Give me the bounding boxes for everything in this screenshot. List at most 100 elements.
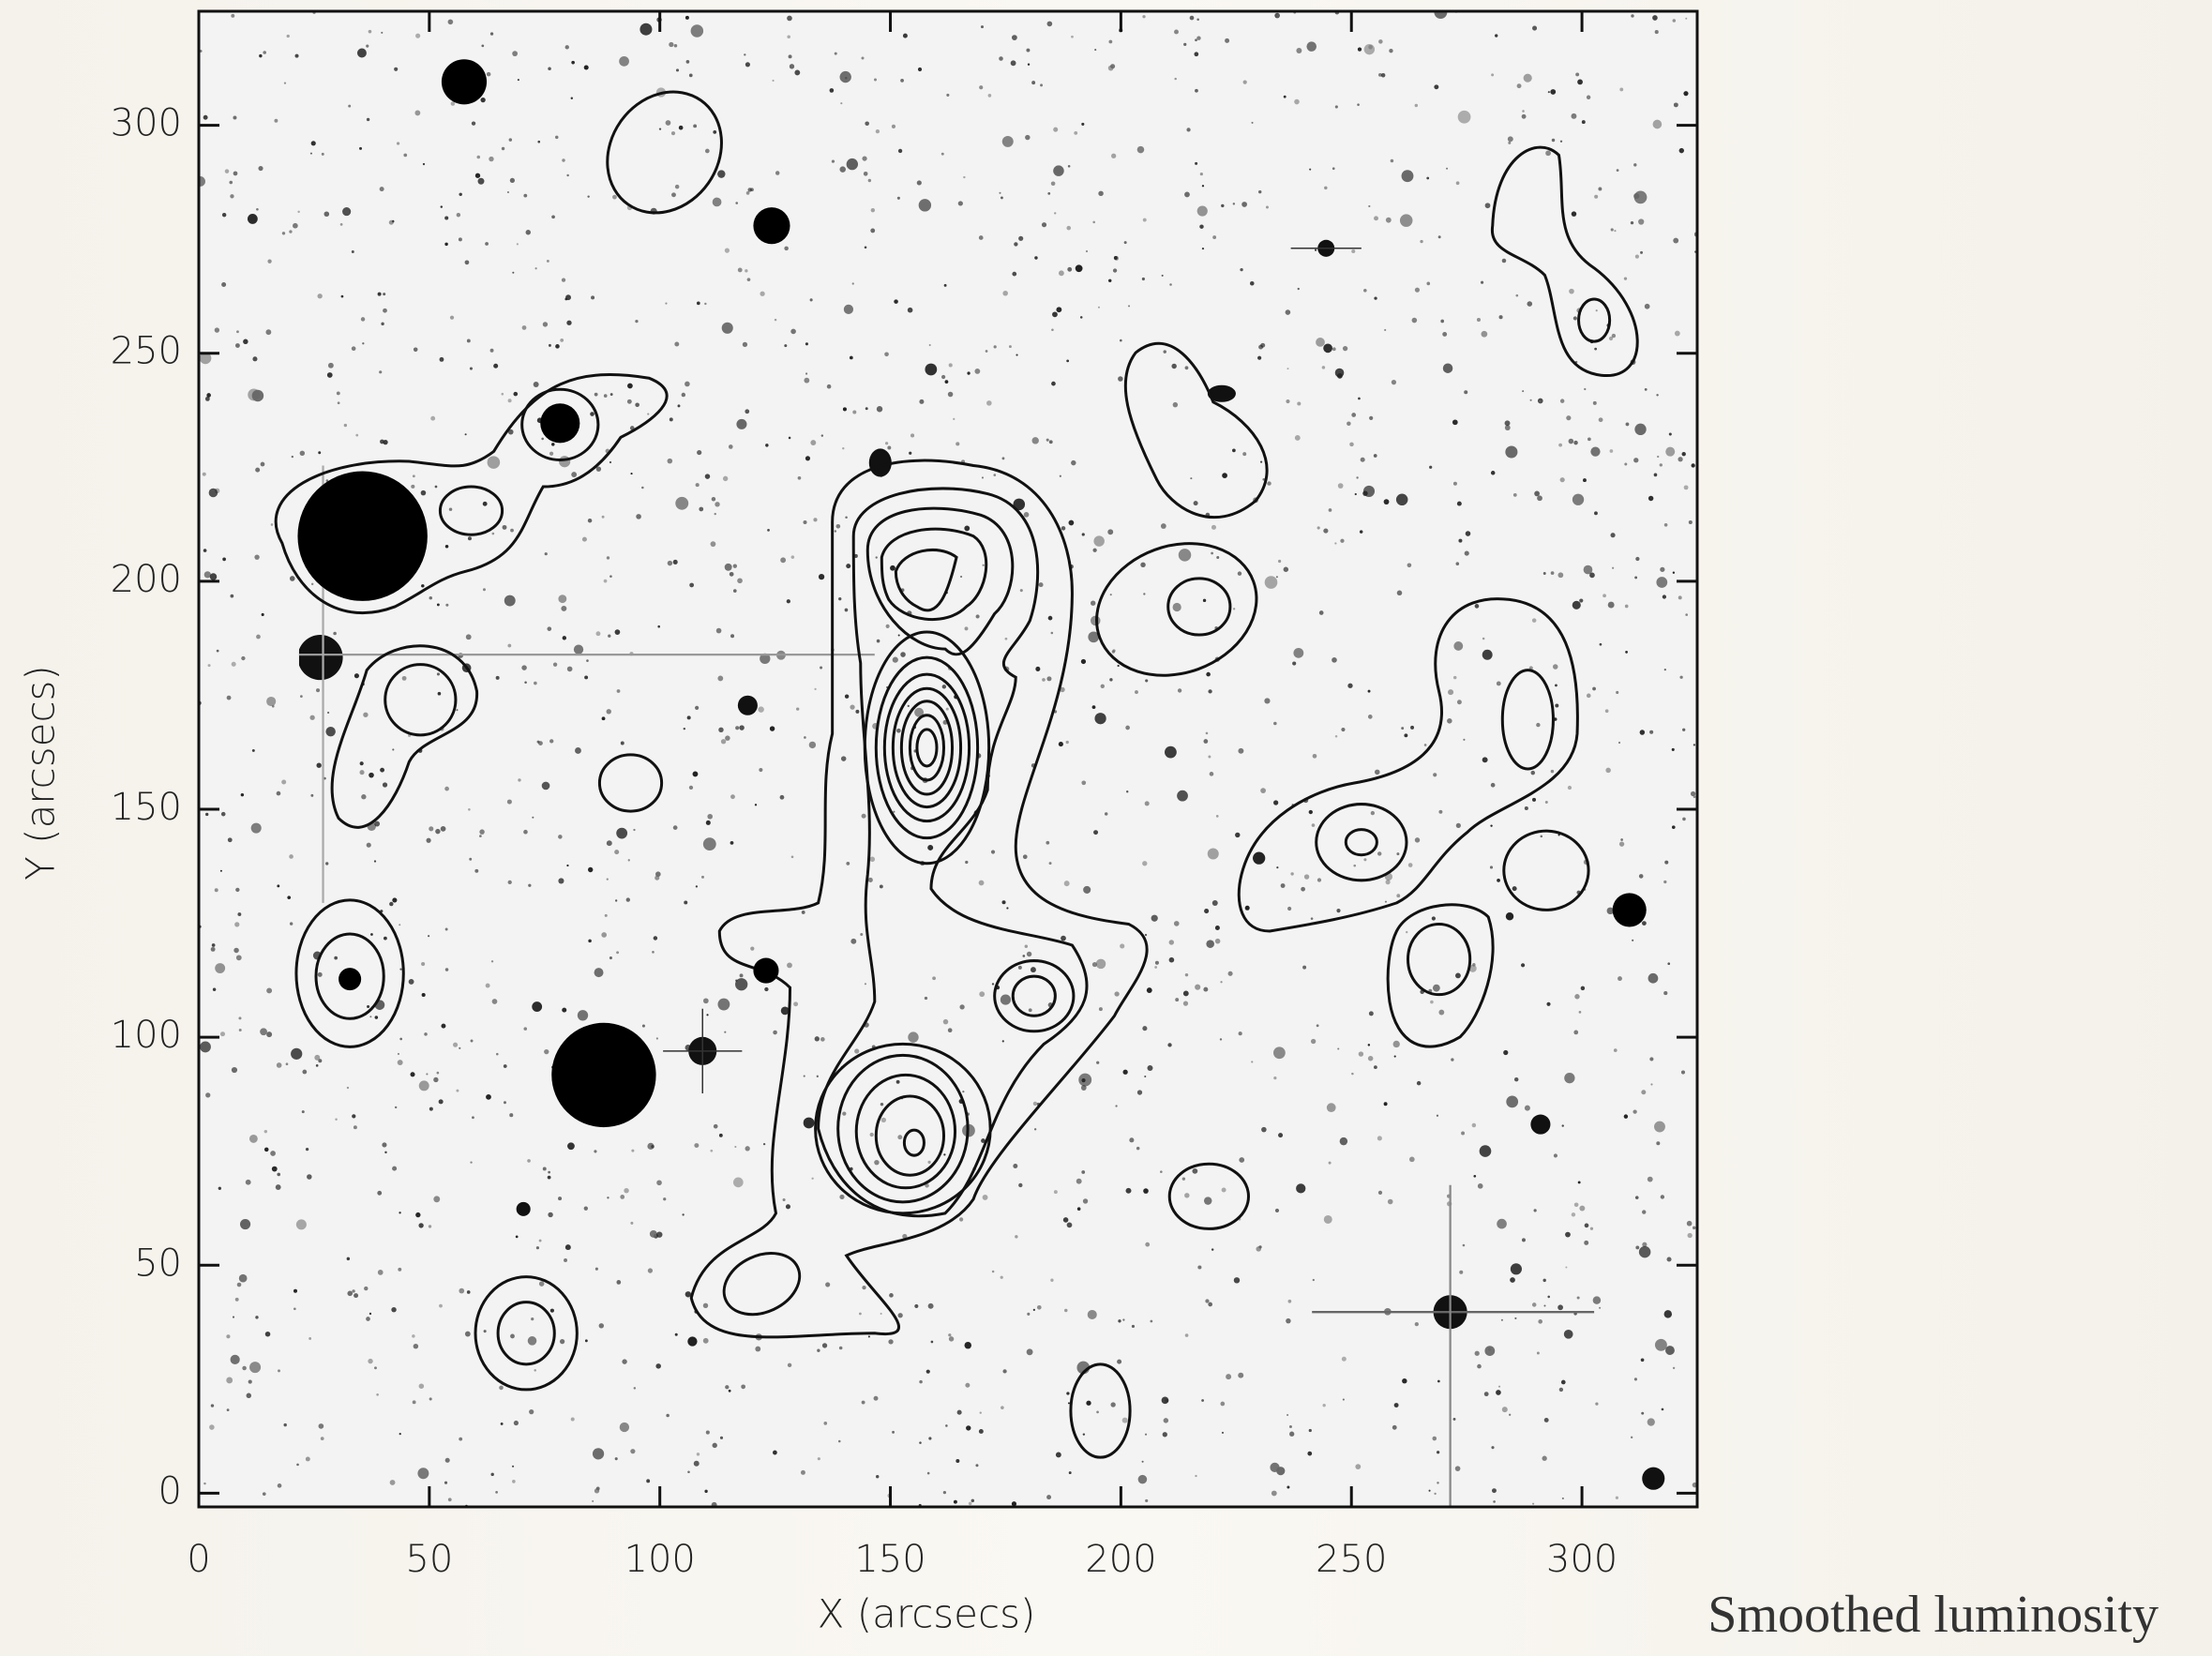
- speckle: [1050, 631, 1054, 635]
- speckle: [1455, 822, 1461, 828]
- speckle: [919, 1441, 922, 1444]
- speckle: [1238, 747, 1244, 754]
- speckle: [1032, 1308, 1035, 1311]
- speckle: [231, 13, 235, 18]
- speckle: [1461, 1131, 1466, 1136]
- speckle: [854, 1048, 860, 1054]
- speckle: [1336, 909, 1341, 913]
- speckle: [1141, 1460, 1144, 1463]
- speckle: [677, 404, 681, 408]
- speckle: [1201, 1399, 1204, 1402]
- speckle: [601, 716, 606, 721]
- speckle: [1647, 1176, 1653, 1182]
- speckle: [363, 712, 369, 717]
- speckle: [383, 308, 387, 313]
- speckle: [1484, 203, 1491, 209]
- speckle: [1638, 874, 1644, 879]
- speckle: [1355, 1464, 1362, 1470]
- speckle: [571, 472, 578, 478]
- speckle: [787, 15, 792, 22]
- speckle: [380, 439, 384, 444]
- speckle: [808, 741, 817, 749]
- speckle: [199, 352, 212, 365]
- speckle: [635, 402, 640, 408]
- speckle: [711, 496, 716, 502]
- speckle: [1426, 176, 1430, 180]
- speckle: [900, 652, 906, 657]
- speckle: [658, 128, 662, 130]
- speckle: [1091, 600, 1096, 606]
- speckle: [1203, 1197, 1212, 1205]
- speckle: [383, 293, 386, 296]
- speckle: [1497, 1218, 1507, 1229]
- speckle: [1054, 212, 1057, 215]
- speckle: [1598, 187, 1603, 191]
- speckle: [619, 1422, 630, 1433]
- speckle: [685, 381, 690, 387]
- speckle: [1423, 744, 1427, 746]
- speckle: [212, 987, 217, 992]
- speckle: [1010, 60, 1016, 67]
- speckle: [458, 237, 462, 242]
- speckle: [1532, 25, 1538, 31]
- speckle: [1321, 366, 1326, 369]
- speckle: [1370, 810, 1376, 816]
- speckle: [503, 1064, 507, 1068]
- speckle: [999, 191, 1001, 194]
- speckle: [1555, 684, 1557, 687]
- speckle: [584, 675, 589, 680]
- speckle: [275, 1184, 281, 1190]
- speckle: [1264, 576, 1278, 589]
- speckle: [548, 343, 551, 347]
- speckle: [674, 341, 680, 347]
- speckle: [787, 1362, 792, 1368]
- contours: [274, 59, 1647, 1459]
- speckle: [1437, 1482, 1439, 1484]
- speckle: [1644, 387, 1648, 391]
- speckle: [1136, 1090, 1143, 1095]
- speckle: [1454, 1466, 1461, 1471]
- speckle: [1074, 130, 1078, 135]
- speckle: [221, 212, 227, 218]
- speckle: [1249, 280, 1255, 286]
- speckle: [1396, 894, 1401, 898]
- speckle: [587, 518, 593, 523]
- speckle: [1238, 1372, 1244, 1378]
- speckle: [1484, 1346, 1496, 1356]
- speckle: [352, 1289, 355, 1293]
- speckle: [203, 571, 211, 579]
- speckle: [705, 1430, 710, 1435]
- speckle: [219, 869, 222, 872]
- speckle: [266, 696, 277, 707]
- speckle: [1456, 501, 1462, 506]
- speckle: [730, 794, 735, 800]
- speckle: [834, 530, 837, 533]
- speckle: [944, 380, 949, 384]
- speckle: [1512, 493, 1517, 497]
- speckle: [374, 820, 381, 827]
- speckle: [437, 691, 442, 696]
- speckle: [1058, 270, 1064, 277]
- speckle: [1524, 1105, 1530, 1111]
- speckle: [780, 557, 787, 564]
- speckle: [1685, 613, 1688, 616]
- speckle: [222, 557, 226, 562]
- speckle: [993, 474, 997, 476]
- speckle: [326, 372, 333, 378]
- speckle: [1121, 1417, 1128, 1423]
- speckle: [199, 176, 205, 187]
- speckle: [1107, 65, 1114, 71]
- speckle: [323, 776, 326, 780]
- speckle: [1000, 1275, 1003, 1279]
- speckle: [839, 1194, 845, 1200]
- speckle: [583, 65, 589, 70]
- speckle: [1595, 1402, 1599, 1406]
- speckle: [207, 664, 211, 668]
- speckle: [1237, 571, 1242, 576]
- speckle: [739, 725, 745, 730]
- speckle: [1142, 861, 1148, 866]
- speckle: [1262, 477, 1266, 481]
- speckle: [486, 1093, 491, 1100]
- speckle: [1606, 907, 1615, 915]
